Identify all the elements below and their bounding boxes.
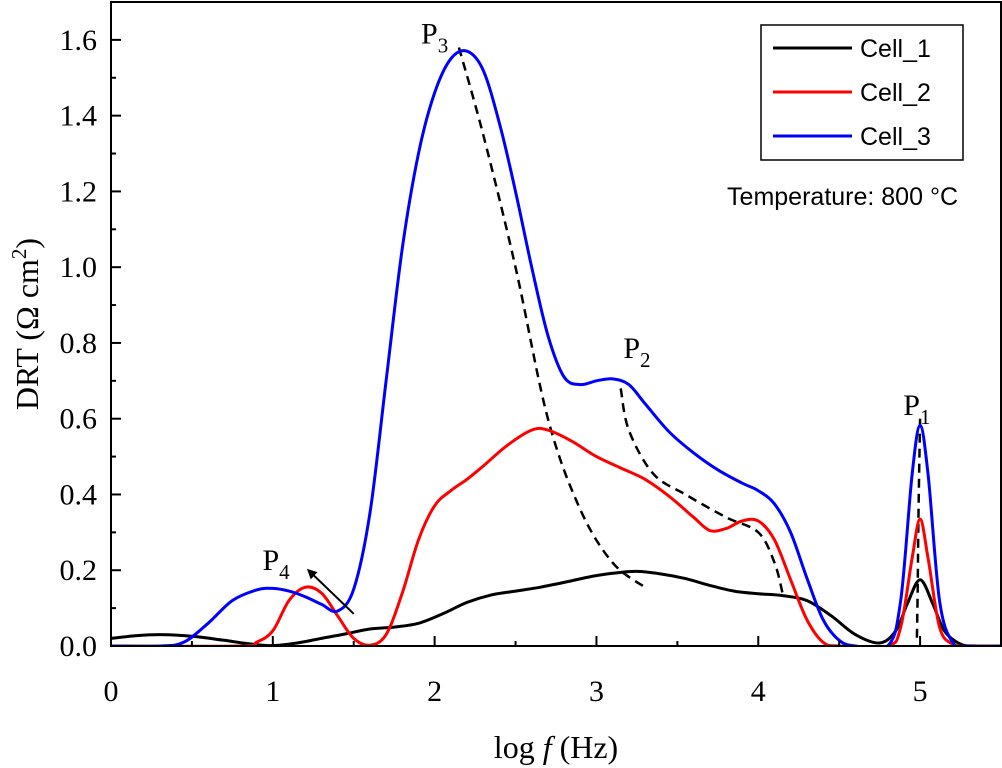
y-tick-label: 1.6 xyxy=(60,24,98,57)
legend-label: Cell_2 xyxy=(860,79,931,107)
y-tick-label: 0.8 xyxy=(60,327,98,360)
axes: P1 P2 P3 P4 0 1 2 3 4 5 0.0 0.2 0.4 0.6 0.8 1.0 1.2 1.4 1.… xyxy=(7,1,1002,765)
x-tick-label: 5 xyxy=(913,675,928,708)
y-axis-title: DRT (Ω cm2) xyxy=(7,238,45,410)
guide-dashed-line-1 xyxy=(457,47,646,589)
legend-label: Cell_1 xyxy=(860,35,931,63)
x-tick-label: 4 xyxy=(751,675,766,708)
p4-arrow xyxy=(306,568,355,615)
y-tick-label: 1.4 xyxy=(60,100,98,133)
legend: Cell_1 Cell_2 Cell_3 Temperature: 800 °C xyxy=(727,24,964,211)
guide-dashed-line-2 xyxy=(619,388,784,594)
series-line-cell-1 xyxy=(111,569,1001,646)
temperature-annotation: Temperature: 800 °C xyxy=(727,183,958,211)
guide-dashed-line-3 xyxy=(915,418,922,639)
peak-label-p3: P3 xyxy=(421,18,448,58)
y-tick-label: 0.2 xyxy=(60,554,98,587)
y-tick-label: 0.0 xyxy=(60,630,98,663)
y-tick-label: 1.0 xyxy=(60,251,98,284)
x-axis-title: log f (Hz) xyxy=(494,729,618,765)
x-tick-label: 1 xyxy=(265,675,280,708)
plot-frame xyxy=(110,1,1002,647)
x-tick-label: 0 xyxy=(104,675,119,708)
y-tick-label: 1.2 xyxy=(60,175,98,208)
series-line-cell-3 xyxy=(111,49,1001,646)
series-line-cell-2 xyxy=(111,426,1001,646)
x-tick-label: 2 xyxy=(427,675,442,708)
peak-label-p2: P2 xyxy=(623,332,650,372)
plot-content xyxy=(111,47,1001,646)
x-tick-label: 3 xyxy=(589,675,604,708)
y-tick-label: 0.6 xyxy=(60,403,98,436)
peak-label-p4: P4 xyxy=(262,544,290,584)
legend-label: Cell_3 xyxy=(860,123,931,151)
y-tick-label: 0.4 xyxy=(60,478,98,511)
peak-label-p1: P1 xyxy=(903,389,930,429)
